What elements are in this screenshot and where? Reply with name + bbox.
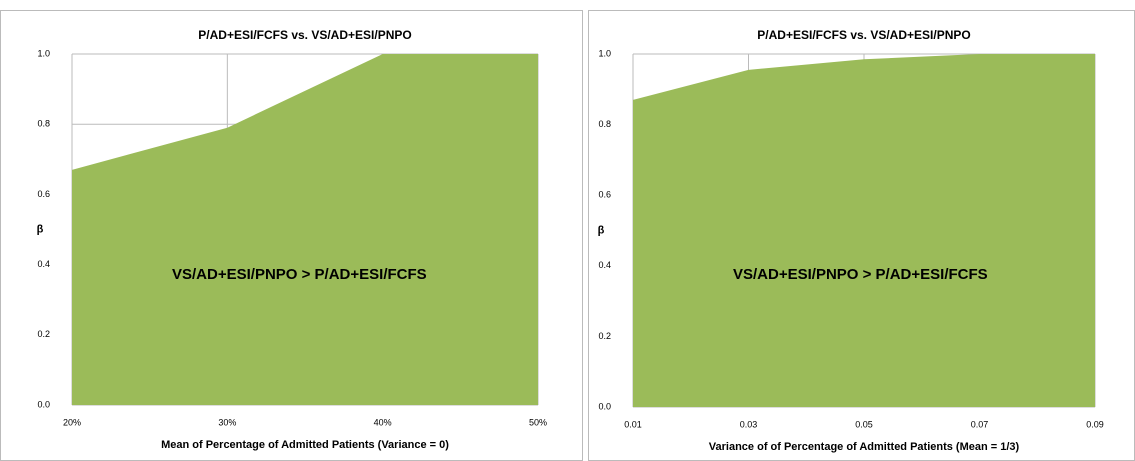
- y-axis-label: β: [37, 223, 44, 235]
- x-tick-label: 0.09: [1086, 419, 1104, 429]
- y-tick-label: 0.8: [598, 119, 611, 129]
- y-tick-label: 0.8: [37, 119, 50, 129]
- chart-title: P/AD+ESI/FCFS vs. VS/AD+ESI/PNPO: [198, 28, 411, 42]
- y-tick-label: 1.0: [598, 48, 611, 58]
- x-tick-label: 40%: [374, 417, 392, 427]
- x-tick-label: 50%: [529, 417, 547, 427]
- y-tick-label: 0.0: [37, 399, 50, 409]
- x-tick-label: 0.01: [624, 419, 642, 429]
- y-tick-label: 0.0: [598, 401, 611, 411]
- y-tick-label: 0.6: [37, 189, 50, 199]
- y-axis-label: β: [598, 224, 605, 236]
- chart-title: P/AD+ESI/FCFS vs. VS/AD+ESI/PNPO: [757, 28, 970, 42]
- x-tick-label: 0.03: [740, 419, 758, 429]
- annotation: VS/AD+ESI/PNPO > P/AD+ESI/FCFS: [172, 266, 427, 283]
- x-tick-label: 0.05: [855, 419, 873, 429]
- x-tick-label: 20%: [63, 417, 81, 427]
- area: [72, 54, 538, 405]
- y-tick-label: 0.4: [37, 259, 50, 269]
- x-tick-label: 30%: [218, 417, 236, 427]
- y-tick-label: 0.6: [598, 190, 611, 200]
- annotation: VS/AD+ESI/PNPO > P/AD+ESI/FCFS: [733, 266, 988, 283]
- y-tick-label: 0.2: [598, 331, 611, 341]
- y-tick-label: 0.2: [37, 329, 50, 339]
- y-tick-label: 1.0: [37, 48, 50, 58]
- x-axis-label: Mean of Percentage of Admitted Patients …: [161, 439, 449, 451]
- x-axis-label: Variance of of Percentage of Admitted Pa…: [709, 441, 1020, 453]
- x-tick-label: 0.07: [971, 419, 989, 429]
- y-tick-label: 0.4: [598, 260, 611, 270]
- area: [633, 54, 1095, 407]
